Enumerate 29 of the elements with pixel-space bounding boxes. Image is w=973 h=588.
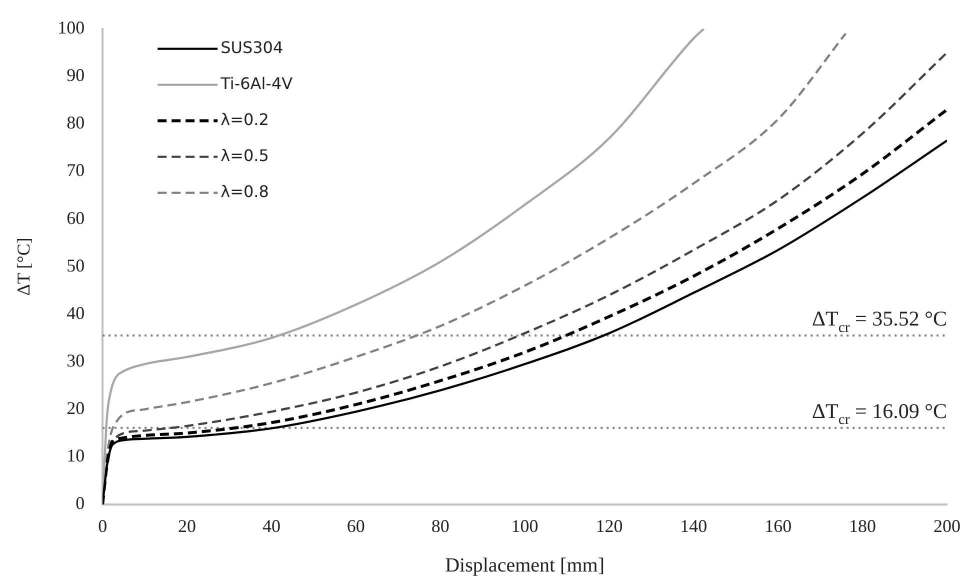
x-tick-label: 100 <box>511 516 538 536</box>
y-tick-label: 80 <box>66 112 85 133</box>
y-tick-label: 30 <box>66 350 85 370</box>
y-tick-label: 40 <box>66 302 85 323</box>
x-tick-label: 160 <box>764 516 792 536</box>
x-tick-label: 140 <box>680 516 708 536</box>
legend-label: λ=0.8 <box>220 182 269 201</box>
y-tick-label: 100 <box>58 18 85 38</box>
legend-label: λ=0.2 <box>220 110 269 129</box>
y-tick-label: 0 <box>76 493 85 514</box>
y-tick-label: 70 <box>66 160 85 180</box>
x-tick-label: 20 <box>178 516 196 536</box>
x-tick-label: 80 <box>431 516 450 536</box>
x-tick-label: 200 <box>934 516 960 536</box>
legend-label: SUS304 <box>220 38 284 57</box>
y-tick-label: 10 <box>66 446 85 466</box>
y-tick-label: 60 <box>66 208 85 228</box>
legend-label: Ti-6Al-4V <box>220 74 293 93</box>
y-tick-label: 20 <box>66 398 85 418</box>
x-tick-label: 180 <box>849 516 876 536</box>
x-tick-label: 120 <box>596 516 623 536</box>
legend-label: λ=0.5 <box>220 146 269 165</box>
x-tick-label: 60 <box>346 516 365 536</box>
x-axis-title: Displacement [mm] <box>445 554 605 576</box>
x-tick-label: 40 <box>262 516 280 536</box>
y-tick-label: 50 <box>66 255 85 276</box>
x-tick-label: 0 <box>98 516 108 536</box>
y-axis-title: ΔT [°C] <box>14 238 34 296</box>
y-tick-label: 90 <box>66 65 85 86</box>
